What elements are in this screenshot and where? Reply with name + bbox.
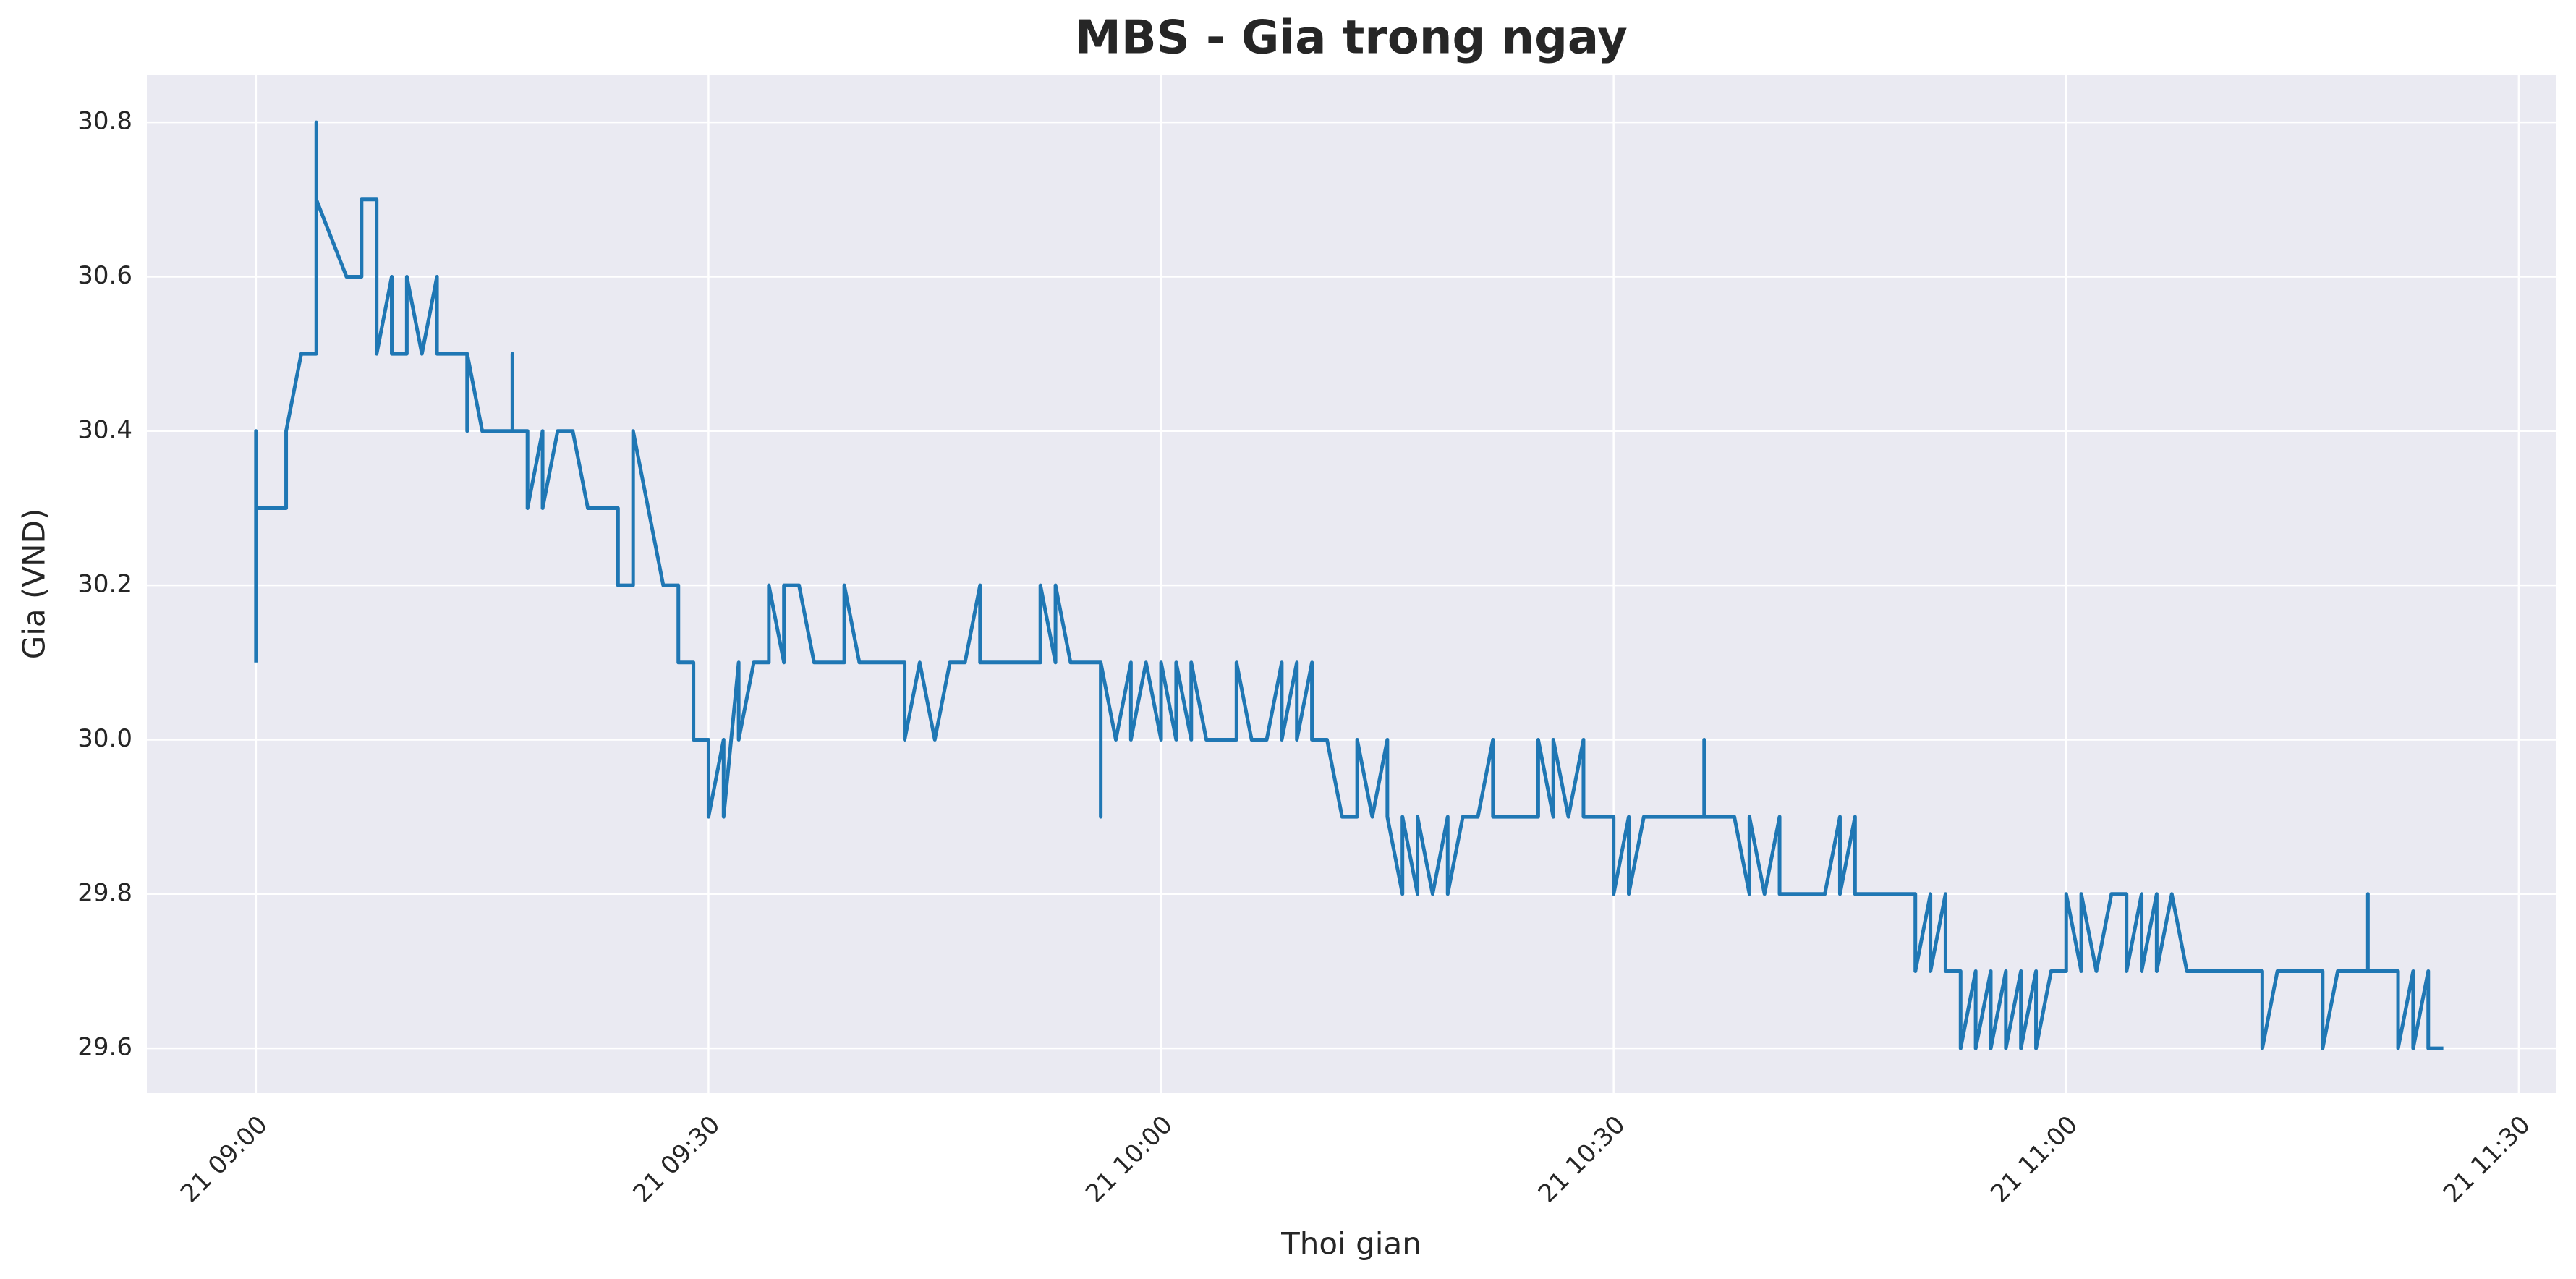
y-tick-label: 30.6 (77, 261, 132, 290)
y-tick-label: 30.2 (77, 570, 132, 599)
x-tick-label: 21 09:30 (628, 1110, 726, 1209)
chart-title: MBS - Gia trong ngay (1075, 12, 1628, 65)
x-tick-label: 21 10:30 (1533, 1110, 1631, 1209)
y-tick-label: 29.8 (77, 878, 132, 907)
y-tick-label: 30.8 (77, 107, 132, 136)
y-axis-label: Gia (VND) (17, 509, 52, 660)
x-axis-label: Thoi gian (1280, 1226, 1421, 1262)
y-tick-label: 30.4 (77, 415, 132, 444)
plot-area (147, 75, 2556, 1093)
y-tick-label: 29.6 (77, 1033, 132, 1062)
x-tick-label: 21 09:00 (175, 1110, 273, 1209)
x-tick-label: 21 10:00 (1080, 1110, 1178, 1209)
price-line (254, 120, 2444, 1050)
x-tick-label: 21 11:30 (2438, 1110, 2536, 1209)
x-tick-label: 21 11:00 (1985, 1110, 2083, 1209)
y-tick-label: 30.0 (77, 724, 132, 753)
